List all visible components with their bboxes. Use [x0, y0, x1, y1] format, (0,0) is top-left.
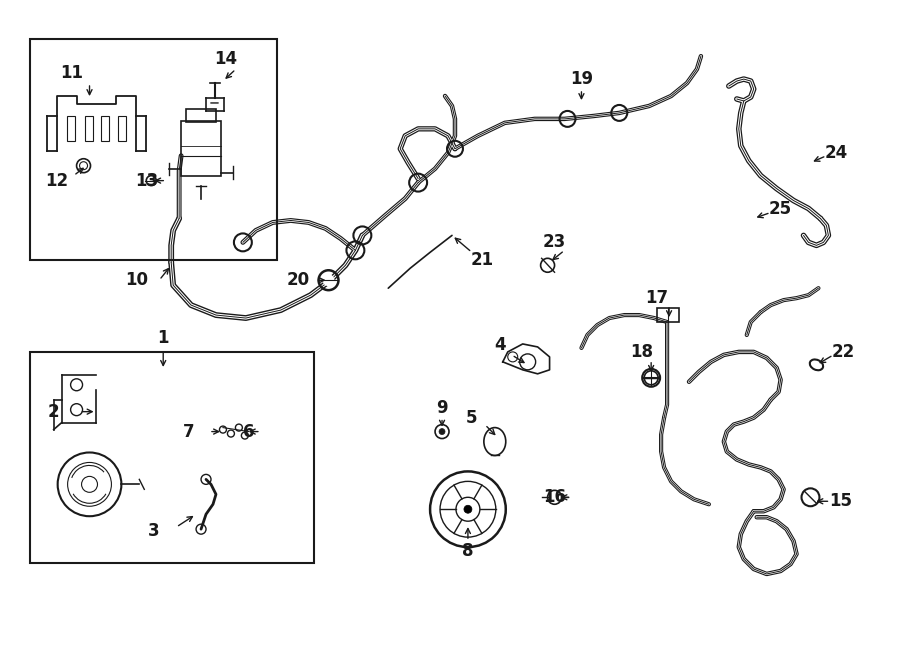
Bar — [186, 109, 216, 122]
Bar — [102, 116, 110, 141]
Text: 23: 23 — [543, 233, 566, 251]
Bar — [85, 116, 93, 141]
Circle shape — [439, 428, 445, 434]
Text: 1: 1 — [158, 329, 169, 347]
Circle shape — [464, 505, 472, 513]
Bar — [67, 116, 75, 141]
Text: 4: 4 — [494, 336, 506, 354]
Text: 14: 14 — [214, 50, 238, 68]
Text: 3: 3 — [148, 522, 159, 540]
Text: 9: 9 — [436, 399, 448, 416]
Text: 25: 25 — [769, 200, 792, 217]
Text: 12: 12 — [45, 172, 68, 190]
Text: 6: 6 — [243, 422, 255, 441]
Text: 19: 19 — [570, 70, 593, 88]
Text: 18: 18 — [630, 343, 652, 361]
Circle shape — [322, 274, 335, 286]
Text: 21: 21 — [471, 251, 493, 269]
Text: 17: 17 — [645, 289, 669, 307]
Text: 20: 20 — [287, 271, 310, 290]
Text: 10: 10 — [125, 271, 148, 290]
Text: 8: 8 — [463, 542, 473, 560]
Bar — [30, 39, 276, 260]
Text: 7: 7 — [184, 422, 195, 441]
Text: 24: 24 — [824, 143, 848, 162]
Bar — [30, 352, 313, 563]
Text: 15: 15 — [829, 492, 852, 510]
Text: 22: 22 — [832, 343, 855, 361]
Text: 16: 16 — [543, 488, 566, 506]
Text: 11: 11 — [60, 64, 83, 82]
Bar — [119, 116, 126, 141]
Bar — [657, 308, 679, 322]
Text: 5: 5 — [466, 408, 478, 426]
Text: 13: 13 — [135, 172, 158, 190]
Text: 2: 2 — [48, 403, 59, 420]
Bar — [181, 121, 221, 176]
